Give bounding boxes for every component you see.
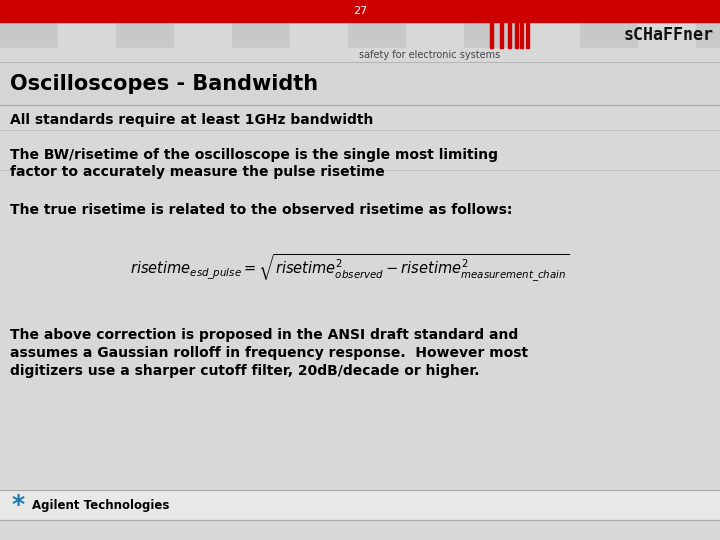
Text: factor to accurately measure the pulse risetime: factor to accurately measure the pulse r…: [10, 165, 384, 179]
Bar: [116, 22, 174, 48]
Text: safety for electronic systems: safety for electronic systems: [359, 50, 500, 60]
Bar: [58, 22, 116, 48]
Bar: [0, 490, 720, 520]
Bar: [348, 22, 406, 48]
Bar: [0, 62, 720, 105]
Text: *: *: [12, 493, 24, 517]
Bar: [508, 22, 511, 48]
Bar: [515, 22, 518, 48]
Bar: [522, 22, 580, 48]
Bar: [500, 22, 503, 48]
Bar: [464, 22, 522, 48]
Text: Agilent Technologies: Agilent Technologies: [32, 498, 169, 511]
Text: assumes a Gaussian rolloff in frequency response.  However most: assumes a Gaussian rolloff in frequency …: [10, 346, 528, 360]
Text: All standards require at least 1GHz bandwidth: All standards require at least 1GHz band…: [10, 113, 374, 127]
Text: The BW/risetime of the oscilloscope is the single most limiting: The BW/risetime of the oscilloscope is t…: [10, 148, 498, 162]
Bar: [580, 22, 638, 48]
Text: The true risetime is related to the observed risetime as follows:: The true risetime is related to the obse…: [10, 203, 513, 217]
Bar: [0, 520, 720, 540]
Bar: [638, 22, 696, 48]
Bar: [526, 22, 529, 48]
Bar: [174, 22, 232, 48]
Text: The above correction is proposed in the ANSI draft standard and: The above correction is proposed in the …: [10, 328, 518, 342]
Bar: [232, 22, 290, 48]
Text: $\mathit{risetime}_{esd\_pulse} = \sqrt{\mathit{risetime}^2_{observed} - \mathit: $\mathit{risetime}_{esd\_pulse} = \sqrt{…: [130, 253, 570, 283]
Bar: [0, 22, 58, 48]
Bar: [406, 22, 464, 48]
Text: 27: 27: [353, 6, 367, 16]
Text: sCHaFFner: sCHaFFner: [624, 26, 714, 44]
Bar: [0, 0, 720, 22]
Text: digitizers use a sharper cutoff filter, 20dB/decade or higher.: digitizers use a sharper cutoff filter, …: [10, 364, 480, 378]
Bar: [290, 22, 348, 48]
Text: Oscilloscopes - Bandwidth: Oscilloscopes - Bandwidth: [10, 73, 318, 93]
Bar: [490, 22, 493, 48]
Bar: [696, 22, 720, 48]
Bar: [0, 48, 720, 62]
Bar: [0, 105, 720, 490]
Bar: [520, 22, 523, 48]
